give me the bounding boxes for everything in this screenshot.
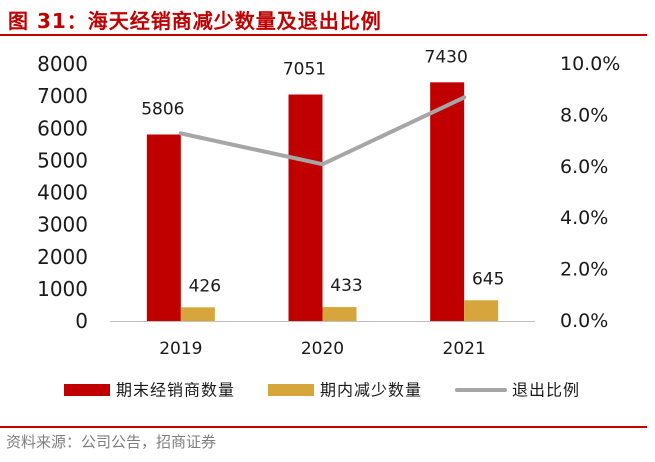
bar-reduced-label-2020: 433: [330, 276, 362, 296]
bar-total-2021: [430, 82, 465, 321]
bar-reduced-2020: [322, 307, 357, 321]
bar-total-label-2020: 7051: [283, 59, 326, 79]
y-right-tick-label: 10.0%: [560, 53, 620, 75]
bar-total-label-2019: 5806: [141, 99, 184, 119]
y-left-tick-label: 5000: [37, 148, 88, 172]
y-left-tick-label: 2000: [37, 245, 88, 269]
title-divider: [0, 34, 647, 36]
legend-swatch-total: [64, 384, 110, 396]
legend-label-total: 期末经销商数量: [116, 381, 235, 400]
y-left-tick-label: 7000: [37, 84, 88, 108]
y-right-tick-label: 6.0%: [560, 156, 608, 178]
line-point-2019: [178, 131, 183, 136]
legend-label-reduced: 期内减少数量: [320, 381, 422, 400]
line-point-2020: [320, 162, 325, 167]
x-tick-label: 2021: [443, 339, 486, 359]
y-right-tick-label: 2.0%: [560, 259, 608, 281]
legend-label-exit: 退出比例: [512, 381, 580, 400]
bar-reduced-2021: [464, 300, 499, 321]
figure-title: 图 31：海天经销商减少数量及退出比例: [8, 9, 382, 33]
bar-reduced-2019: [180, 307, 215, 321]
source-note: 资料来源：公司公告，招商证券: [6, 433, 217, 451]
bar-reduced-label-2021: 645: [472, 269, 504, 289]
bar-reduced-label-2019: 426: [189, 276, 221, 296]
bar-total-label-2021: 7430: [425, 47, 468, 67]
y-left-tick-label: 0: [75, 309, 88, 333]
bar-total-2019: [146, 134, 181, 321]
y-left-tick-label: 4000: [37, 181, 88, 205]
legend-swatch-reduced: [268, 384, 314, 396]
y-left-tick-label: 1000: [37, 277, 88, 301]
y-left-tick-label: 8000: [37, 52, 88, 76]
footer-divider: [0, 426, 647, 428]
x-tick-label: 2019: [159, 339, 202, 359]
line-point-2021: [462, 95, 467, 100]
bar-total-2020: [288, 94, 323, 321]
x-tick-label: 2020: [301, 339, 344, 359]
y-right-tick-label: 8.0%: [560, 104, 608, 126]
y-right-tick-label: 4.0%: [560, 207, 608, 229]
y-right-tick-label: 0.0%: [560, 310, 608, 332]
y-left-tick-label: 6000: [37, 116, 88, 140]
y-left-tick-label: 3000: [37, 213, 88, 237]
